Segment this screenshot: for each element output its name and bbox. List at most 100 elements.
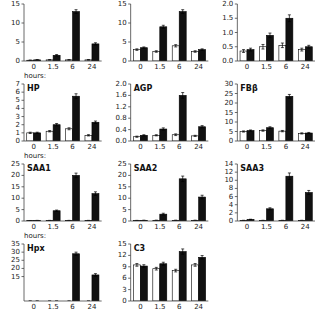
y-axis-line <box>130 244 131 301</box>
y-tick-label: 1 <box>16 129 20 137</box>
error-cap <box>307 132 310 133</box>
error-cap <box>174 271 177 272</box>
error-cap <box>55 54 58 55</box>
error-bar <box>75 10 78 14</box>
bar <box>199 50 206 61</box>
bar <box>192 136 199 141</box>
y-tick-label: 9 <box>122 263 126 271</box>
x-tick-label: 6 <box>177 63 182 71</box>
bar <box>73 254 80 301</box>
error-cap <box>249 51 252 52</box>
error-bar <box>55 123 58 125</box>
error-cap <box>194 266 197 267</box>
bar <box>73 12 80 61</box>
error-cap <box>261 44 264 45</box>
error-bar <box>48 131 51 132</box>
bar <box>27 133 34 141</box>
y-tick <box>128 198 131 199</box>
error-cap <box>48 60 51 61</box>
bar <box>247 131 254 141</box>
error-line <box>88 135 89 136</box>
x-tick-label: 0 <box>138 143 142 151</box>
x-axis-line <box>24 301 102 302</box>
error-bar <box>87 59 90 60</box>
y-tick-label: 10 <box>11 19 20 27</box>
y-tick <box>128 4 131 5</box>
error-line <box>195 51 196 53</box>
error-cap <box>201 255 204 256</box>
error-line <box>289 173 290 180</box>
bar <box>305 133 312 141</box>
y-tick-label: 1.2 <box>116 103 127 111</box>
y-tick <box>128 278 131 279</box>
error-cap <box>162 213 165 214</box>
error-cap <box>48 59 51 60</box>
error-cap <box>181 176 184 177</box>
error-line <box>95 43 96 45</box>
panel-label: HP <box>27 84 40 93</box>
y-tick-label: 20 <box>224 99 233 107</box>
y-axis-line <box>24 4 25 61</box>
error-cap <box>135 136 138 137</box>
y-tick <box>235 4 238 5</box>
y-tick <box>235 212 238 213</box>
error-bar <box>281 43 284 48</box>
error-bar <box>174 134 177 136</box>
y-tick <box>128 42 131 43</box>
y-tick <box>22 252 25 253</box>
error-cap <box>307 48 310 49</box>
error-cap <box>94 195 97 196</box>
bars <box>133 176 205 221</box>
error-bar <box>249 48 252 51</box>
error-cap <box>242 52 245 53</box>
y-tick-label: 14 <box>224 160 233 168</box>
y-tick <box>22 84 25 85</box>
page: {"chart_data": [ {"type": "bar", "catego… <box>0 0 320 320</box>
error-cap <box>174 135 177 136</box>
y-tick-label: 0 <box>122 297 126 305</box>
x-tick-label: 6 <box>70 223 75 231</box>
error-cap <box>55 56 58 57</box>
bar <box>179 252 186 301</box>
error-cap <box>249 131 252 132</box>
error-bar <box>181 249 184 254</box>
error-cap <box>162 28 165 29</box>
error-line <box>202 256 203 259</box>
y-tick <box>235 61 238 62</box>
x-tick-label: 1.5 <box>154 63 165 71</box>
error-cap <box>135 50 138 51</box>
panel-label: SAA2 <box>134 164 158 173</box>
y-tick-label: 5 <box>16 38 20 46</box>
error-line <box>262 130 263 131</box>
x-tick-label: 24 <box>301 223 310 231</box>
error-bar <box>36 132 39 133</box>
x-tick-label: 6 <box>70 143 75 151</box>
x-tick-label: 1.5 <box>154 303 165 311</box>
error-cap <box>242 130 245 131</box>
y-tick-label: 15 <box>11 273 20 281</box>
bar <box>286 18 293 61</box>
error-cap <box>87 135 90 136</box>
x-axis-line <box>131 221 209 222</box>
error-bar <box>268 33 271 38</box>
y-tick-label: 7 <box>16 80 20 88</box>
error-cap <box>201 198 204 199</box>
y-tick-label: 0.4 <box>116 126 128 134</box>
y-tick-label: 4 <box>16 104 21 112</box>
panel-label: C3 <box>134 244 145 253</box>
x-axis-line <box>131 61 209 62</box>
panel: 0369121501.5624C3 <box>118 240 209 311</box>
y-tick-label: 15 <box>118 240 127 248</box>
x-tick-label: 24 <box>87 143 96 151</box>
bar <box>179 95 186 141</box>
bar <box>133 137 140 141</box>
error-cap <box>174 44 177 45</box>
error-cap <box>201 50 204 51</box>
y-tick-label: 25 <box>118 160 127 168</box>
error-cap <box>68 59 71 60</box>
error-line <box>243 50 244 53</box>
error-cap <box>288 172 291 173</box>
y-tick-label: 1.0 <box>222 29 233 37</box>
x-tick-label: 1.5 <box>48 63 59 71</box>
error-cap <box>268 128 271 129</box>
